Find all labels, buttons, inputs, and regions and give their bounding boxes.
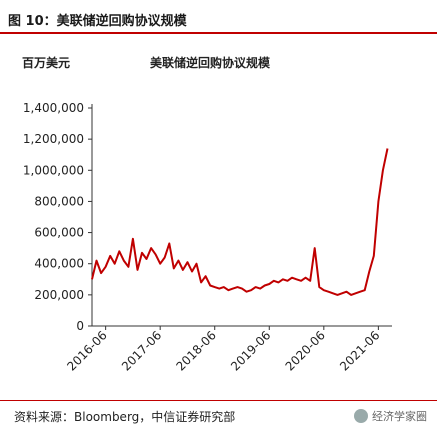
x-tick-label: 2020-06 (283, 328, 328, 373)
chart-title: 美联储逆回购协议规模 (150, 56, 271, 70)
y-tick-label: 200,000 (34, 288, 84, 302)
x-tick-label: 2021-06 (337, 328, 382, 373)
figure-title: 图 10：美联储逆回购协议规模 (8, 14, 187, 29)
series-group (91, 148, 389, 296)
x-tick-label: 2017-06 (119, 328, 164, 373)
y-tick-label: 600,000 (34, 226, 84, 240)
y-tick-label: 1,400,000 (23, 101, 84, 115)
y-tick-label: 400,000 (34, 257, 84, 271)
source-note: 资料来源：Bloomberg，中信证券研究部 (14, 410, 236, 424)
y-tick-label: 1,200,000 (23, 132, 84, 146)
wechat-icon (354, 409, 368, 423)
source-rule (0, 400, 437, 401)
y-tick-label: 0 (76, 319, 84, 333)
x-axis-ticks: 2016-06 2017-06 2018-06 2019-06 2020-06 2021-… (64, 326, 382, 374)
title-rule (0, 32, 437, 34)
axes (91, 104, 392, 327)
x-tick-label: 2016-06 (64, 328, 109, 373)
watermark-text: 经济学家圈 (372, 410, 427, 423)
y-tick-label: 800,000 (34, 194, 84, 208)
unit-label: 百万美元 (22, 56, 71, 70)
watermark: 经济学家圈 (354, 408, 427, 424)
line-chart: 0 200,000 400,000 600,000 800,000 1,000,000 1,… (23, 101, 392, 374)
y-tick-label: 1,000,000 (23, 163, 84, 177)
series-line (91, 148, 389, 296)
x-tick-label: 2018-06 (173, 328, 218, 373)
y-axis-ticks: 0 200,000 400,000 600,000 800,000 1,000,000 1,… (23, 101, 92, 333)
x-tick-label: 2019-06 (228, 328, 273, 373)
